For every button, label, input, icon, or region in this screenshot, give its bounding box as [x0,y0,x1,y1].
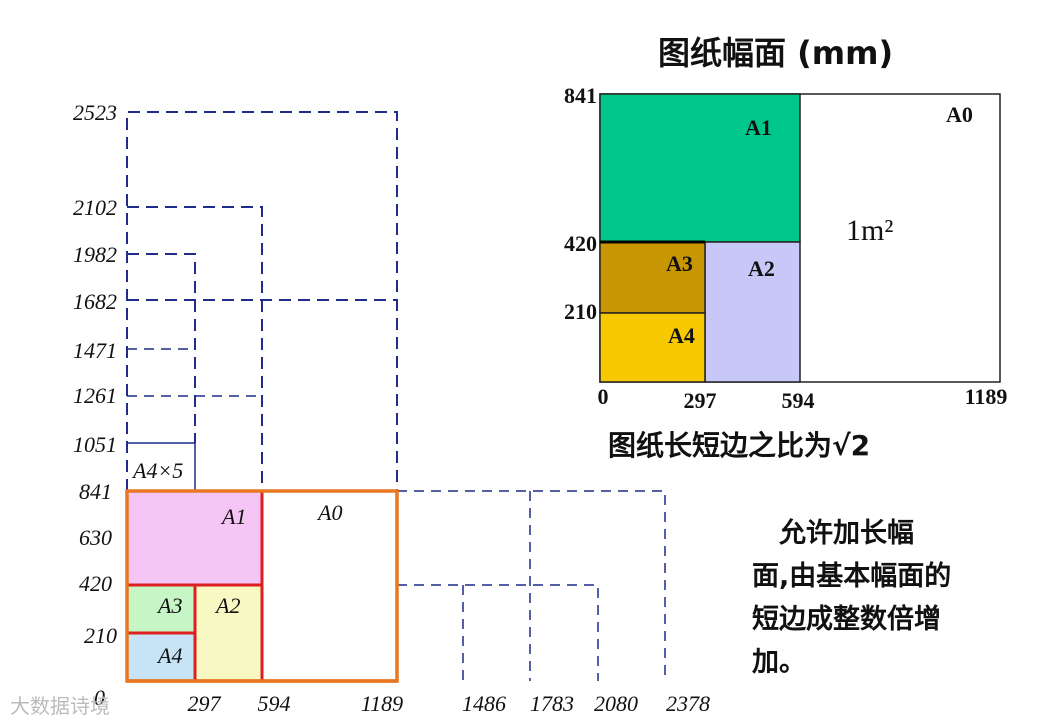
y-tick-label: 1261 [73,383,117,408]
right-label-a3: A3 [666,251,693,276]
left-a3-fill [127,585,195,633]
x-tick-label: 1783 [530,691,574,716]
left-a1-fill [127,491,262,585]
right-y-tick: 841 [564,83,597,108]
y-tick-label: 1682 [73,289,117,314]
note-line: 短边成整数倍增 [752,604,941,635]
y-tick-label: 630 [79,525,112,550]
right-label-area: 1m² [846,214,893,247]
right-a3-rect [599,241,706,314]
y-tick-label: 210 [84,623,117,648]
y-tick-label: 420 [79,571,112,596]
left-diagram: A1 A0 A3 A2 A4 A4×5 2523 2102 1982 1682 … [73,100,710,716]
y-tick-label: 1471 [73,338,117,363]
y-tick-label: 841 [79,479,112,504]
lengthening-note: 允许加长幅 面,由基本幅面的 短边成整数倍增 加。 [752,512,1022,684]
right-diagram: 图纸幅面 (mm) A1 A0 A3 A2 A4 1m² 841 420 210… [564,34,1007,462]
note-line: 允许加长幅 [752,518,914,549]
x-tick-label: 2378 [666,691,710,716]
y-tick-label: 2523 [73,100,117,125]
y-tick-label: 1982 [73,242,117,267]
left-label-a1: A1 [220,504,246,529]
right-label-a1: A1 [745,115,772,140]
left-label-a0: A0 [316,500,342,525]
right-caption: 图纸长短边之比为√2 [608,429,870,462]
right-y-tick: 420 [564,231,597,256]
right-a2-rect [704,241,801,383]
left-label-a4: A4 [156,643,182,668]
left-a0-fill [262,491,397,681]
x-tick-label: 297 [188,691,222,716]
x-tick-label: 594 [258,691,291,716]
left-label-a2: A2 [214,593,240,618]
right-title: 图纸幅面 (mm) [658,34,893,72]
red-frames [127,491,264,681]
x-tick-label: 1189 [361,691,403,716]
note-line: 面,由基本幅面的 [752,561,952,592]
watermark: 大数据诗境 [10,694,110,718]
right-x-tick: 1189 [965,384,1008,409]
y-tick-label: 2102 [73,195,117,220]
x-tick-label: 2080 [594,691,638,716]
note-line: 加。 [752,647,806,678]
right-a4-rect [599,312,706,383]
left-a4-fill [127,633,195,681]
y-tick-label: 0 [94,685,105,710]
left-label-a3: A3 [156,593,182,618]
right-label-a4: A4 [668,323,695,348]
right-x-tick: 594 [782,388,815,413]
vertical-extension-lines [126,111,398,491]
right-a1-rect [599,93,801,243]
left-a2-fill [195,585,262,681]
x-tick-label: 1486 [462,691,506,716]
right-label-a0: A0 [946,102,973,127]
horizontal-extension-lines [397,490,666,681]
y-tick-label: 1051 [73,432,117,457]
right-label-a2: A2 [748,256,775,281]
right-x-tick: 297 [684,388,717,413]
left-label-a4x5: A4×5 [131,458,183,483]
right-y-tick: 210 [564,299,597,324]
right-x-tick: 0 [598,384,609,409]
thin-extension-lines [127,348,262,397]
